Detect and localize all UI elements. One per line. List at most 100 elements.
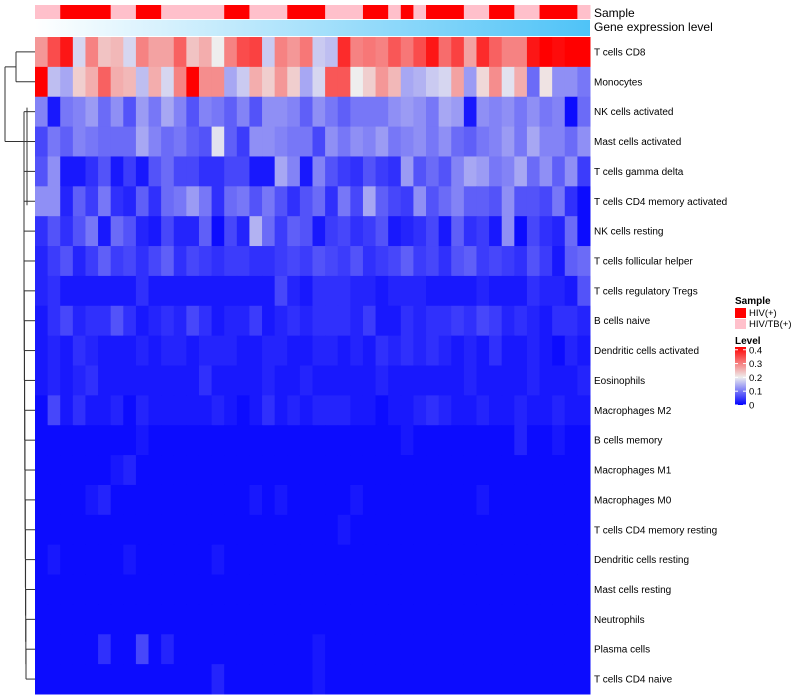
heatmap-cell — [35, 186, 49, 217]
heatmap-cell — [224, 186, 238, 217]
heatmap-cell — [375, 365, 389, 396]
heatmap-cell — [249, 604, 263, 635]
heatmap-cell — [463, 305, 477, 337]
heatmap-cell — [85, 544, 99, 576]
heatmap-cell — [577, 66, 591, 98]
heatmap-cell — [236, 156, 250, 187]
heatmap-cell — [287, 126, 301, 157]
heatmap-cell — [400, 335, 414, 366]
heatmap-cell — [299, 335, 313, 366]
heatmap-cell — [463, 216, 477, 247]
heatmap-cell — [98, 574, 112, 605]
heatmap-cell — [249, 395, 263, 426]
heatmap-cell — [539, 574, 553, 605]
heatmap-cell — [375, 544, 389, 576]
heatmap-cell — [375, 335, 389, 366]
sample-annotation-cell — [224, 5, 238, 19]
heatmap-cell — [325, 335, 339, 366]
sample-annotation-cell — [451, 5, 465, 19]
heatmap-cell — [312, 425, 326, 456]
heatmap-cell — [35, 66, 49, 98]
heatmap-cell — [463, 574, 477, 605]
heatmap-cell — [211, 604, 225, 635]
heatmap-cell — [287, 425, 301, 456]
heatmap-cell — [350, 246, 364, 277]
heatmap-cell — [198, 664, 213, 695]
heatmap-cell — [249, 186, 263, 217]
heatmap-cell — [489, 156, 503, 187]
heatmap-cell — [564, 305, 578, 337]
heatmap-cell — [236, 514, 250, 546]
heatmap-cell — [47, 305, 61, 337]
heatmap-cell — [388, 186, 402, 217]
heatmap-cell — [123, 96, 137, 128]
heatmap-cell — [489, 634, 503, 665]
heatmap-cell — [552, 425, 566, 456]
heatmap-cell — [236, 335, 250, 366]
row-dendrogram — [4, 51, 35, 680]
heatmap-cell — [438, 335, 452, 366]
sample-annotation-cell — [123, 5, 137, 19]
heatmap-cell — [148, 156, 162, 187]
heatmap-cell — [476, 634, 490, 665]
heatmap-cell — [400, 186, 414, 217]
heatmap-cell — [577, 186, 591, 217]
expression-annotation-label: Gene expression level — [594, 20, 713, 34]
heatmap-cell — [224, 425, 238, 456]
heatmap-cell — [299, 634, 313, 665]
heatmap-cell — [312, 544, 326, 576]
heatmap-cell — [526, 246, 541, 277]
heatmap-cell — [350, 96, 364, 128]
heatmap-cell — [224, 365, 238, 396]
heatmap-cell — [501, 395, 515, 426]
heatmap-cell — [577, 484, 591, 516]
heatmap-cell — [236, 365, 250, 396]
sample-annotation-cell — [287, 5, 301, 19]
heatmap-cell — [236, 455, 250, 486]
heatmap-cell — [85, 634, 99, 665]
heatmap-cell — [388, 514, 402, 546]
heatmap-cell — [501, 96, 515, 128]
heatmap-cell — [287, 604, 301, 635]
heatmap-cell — [337, 335, 351, 366]
heatmap-cell — [350, 275, 364, 307]
heatmap-cell — [489, 365, 503, 396]
heatmap-cell — [514, 365, 528, 396]
heatmap-cell — [173, 514, 187, 546]
heatmap-cell — [463, 484, 477, 516]
heatmap-cell — [198, 246, 213, 277]
heatmap-cell — [173, 246, 187, 277]
heatmap-cell — [98, 305, 112, 337]
heatmap-cell — [564, 156, 578, 187]
heatmap-cell — [262, 514, 276, 546]
heatmap-cell — [198, 425, 213, 456]
heatmap-cell — [135, 216, 150, 247]
heatmap-cell — [161, 664, 175, 695]
heatmap-cell — [426, 634, 440, 665]
heatmap-cell — [552, 37, 566, 68]
heatmap-cell — [249, 335, 263, 366]
heatmap-cell — [476, 335, 490, 366]
heatmap-cell — [312, 66, 326, 98]
heatmap-cell — [413, 574, 427, 605]
sample-annotation-cell — [564, 5, 578, 19]
heatmap-cell — [552, 395, 566, 426]
heatmap-cell — [337, 455, 351, 486]
heatmap-cell — [60, 156, 74, 187]
heatmap-cell — [287, 365, 301, 396]
heatmap-cell — [337, 275, 351, 307]
heatmap-cell — [299, 275, 313, 307]
heatmap-cell — [186, 574, 200, 605]
heatmap-cell — [388, 216, 402, 247]
heatmap-cell — [287, 186, 301, 217]
heatmap-cell — [274, 275, 288, 307]
heatmap-cell — [388, 37, 402, 68]
heatmap-cell — [35, 574, 49, 605]
heatmap-cell — [85, 156, 99, 187]
heatmap-cell — [413, 484, 427, 516]
heatmap-cell — [211, 514, 225, 546]
heatmap-cell — [388, 66, 402, 98]
heatmap-cell — [135, 634, 150, 665]
heatmap-cell — [224, 37, 238, 68]
heatmap-cell — [539, 96, 553, 128]
